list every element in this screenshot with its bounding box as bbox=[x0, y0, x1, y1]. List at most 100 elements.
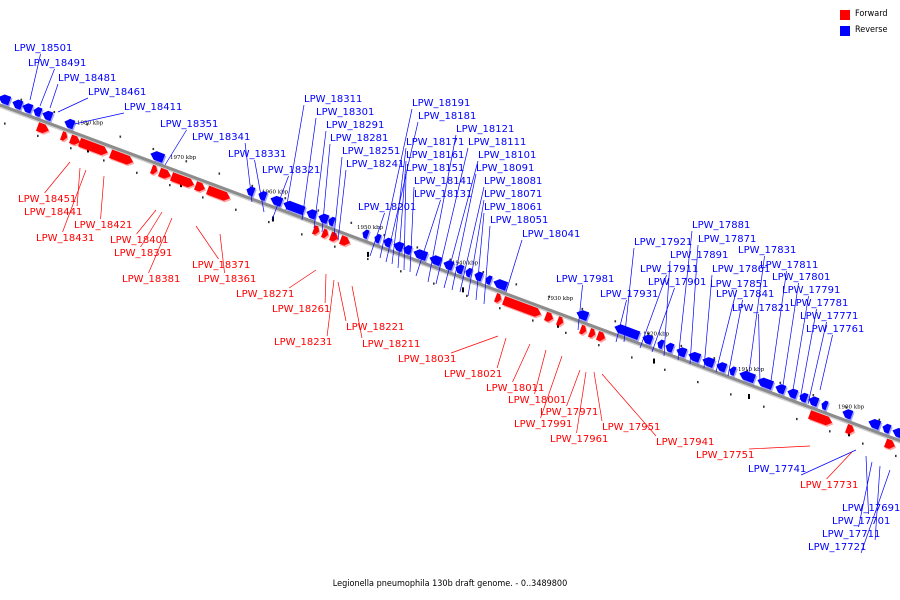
reverse-gene-arrow bbox=[642, 334, 654, 345]
forward-gene-label: LPW_18231 bbox=[274, 337, 332, 348]
reverse-gene-leader bbox=[639, 274, 667, 349]
forward-gene-leader bbox=[512, 343, 531, 383]
reverse-gene-label: LPW_17881 bbox=[692, 220, 750, 231]
reverse-gene-arrow bbox=[393, 241, 405, 252]
reverse-gene-leader bbox=[69, 112, 125, 126]
forward-gene-leader bbox=[534, 349, 547, 395]
reverse-gene-label: LPW_18071 bbox=[484, 189, 542, 200]
reverse-gene-leader bbox=[858, 461, 873, 528]
reverse-gene-label: LPW_17841 bbox=[716, 289, 774, 300]
scale-dot bbox=[202, 196, 204, 199]
reverse-gene-label: LPW_18461 bbox=[88, 87, 146, 98]
forward-gene-leader bbox=[100, 175, 105, 220]
forward-gene-arrow bbox=[193, 181, 205, 192]
scale-dot bbox=[235, 208, 237, 211]
forward-gene-leader bbox=[566, 369, 581, 407]
scale-dot bbox=[251, 184, 254, 188]
reverse-gene-label: LPW_17821 bbox=[732, 303, 790, 314]
reverse-gene-label: LPW_18141 bbox=[414, 176, 472, 187]
caption: Legionella pneumophila 130b draft genome… bbox=[332, 579, 568, 589]
reverse-gene-label: LPW_18501 bbox=[14, 43, 72, 54]
reverse-gene-leader bbox=[483, 225, 491, 305]
reverse-gene-leader bbox=[623, 247, 635, 343]
reverse-gene-arrow bbox=[657, 339, 665, 350]
scale-dot bbox=[515, 283, 518, 286]
reverse-gene-label: LPW_18411 bbox=[124, 102, 182, 113]
reverse-gene-label: LPW_18171 bbox=[406, 137, 464, 148]
tick-mark bbox=[653, 358, 655, 364]
scale-dot bbox=[383, 234, 386, 237]
reverse-gene-label: LPW_18341 bbox=[192, 132, 250, 143]
reverse-gene-leader bbox=[29, 53, 41, 101]
scale-dot bbox=[812, 394, 815, 397]
reverse-gene-label: LPW_18481 bbox=[58, 73, 116, 84]
forward-gene-label: LPW_18011 bbox=[486, 383, 544, 394]
forward-gene-leader bbox=[76, 167, 81, 207]
scale-dot bbox=[763, 405, 765, 408]
reverse-gene-label: LPW_17811 bbox=[760, 260, 818, 271]
reverse-gene-label: LPW_18101 bbox=[478, 150, 536, 161]
scale-dot bbox=[20, 98, 23, 101]
legend-label-reverse: Reverse bbox=[855, 25, 888, 35]
scale-dot bbox=[268, 220, 270, 224]
forward-gene-label: LPW_18371 bbox=[192, 260, 250, 271]
scale-dot bbox=[136, 171, 138, 174]
forward-gene-label: LPW_18421 bbox=[74, 220, 132, 231]
reverse-gene-label: LPW_17741 bbox=[748, 464, 806, 475]
tick-label: 1930 kbp bbox=[547, 296, 574, 302]
forward-gene-arrow bbox=[493, 293, 502, 303]
scale-dot bbox=[317, 209, 320, 212]
reverse-gene-leader bbox=[415, 199, 441, 277]
reverse-gene-leader bbox=[677, 230, 693, 361]
reverse-gene-leader bbox=[860, 469, 891, 554]
reverse-gene-label: LPW_17851 bbox=[710, 279, 768, 290]
reverse-gene-leader bbox=[577, 284, 583, 331]
reverse-gene-leader bbox=[475, 212, 485, 301]
reverse-gene-label: LPW_18091 bbox=[476, 163, 534, 174]
reverse-gene-leader bbox=[397, 160, 407, 269]
reverse-gene-label: LPW_17721 bbox=[808, 542, 866, 553]
scale-dot bbox=[697, 380, 699, 384]
reverse-gene-leader bbox=[727, 299, 743, 377]
forward-gene-arrow bbox=[68, 134, 80, 145]
reverse-gene-arrow bbox=[306, 209, 318, 220]
reverse-gene-arrow bbox=[42, 110, 54, 122]
reverse-gene-label: LPW_17801 bbox=[772, 272, 830, 283]
forward-gene-leader bbox=[195, 225, 219, 260]
reverse-gene-leader bbox=[385, 121, 419, 263]
forward-gene-label: LPW_17951 bbox=[602, 422, 660, 433]
scale-dot bbox=[499, 307, 501, 310]
reverse-gene-label: LPW_18241 bbox=[346, 159, 404, 170]
scale-dot bbox=[416, 246, 419, 249]
reverse-gene-leader bbox=[321, 143, 331, 233]
reverse-gene-leader bbox=[435, 147, 469, 285]
forward-gene-label: LPW_18211 bbox=[362, 339, 420, 350]
scale-dot bbox=[433, 282, 435, 285]
tick-mark bbox=[748, 394, 750, 400]
reverse-gene-leader bbox=[791, 295, 809, 397]
reverse-gene-arrow bbox=[403, 245, 413, 256]
forward-gene-arrow bbox=[108, 149, 134, 165]
reverse-gene-leader bbox=[663, 260, 671, 357]
scale-dot bbox=[878, 418, 881, 421]
scale-dot bbox=[548, 295, 551, 298]
forward-gene-leader bbox=[496, 337, 507, 369]
forward-gene-label: LPW_17731 bbox=[800, 480, 858, 491]
reverse-gene-label: LPW_17871 bbox=[698, 234, 756, 245]
forward-gene-leader bbox=[576, 371, 587, 434]
reverse-gene-arrow bbox=[318, 213, 330, 225]
forward-gene-label: LPW_17961 bbox=[550, 434, 608, 445]
reverse-gene-leader bbox=[874, 465, 881, 541]
forward-gene-leader bbox=[593, 371, 603, 422]
reverse-gene-arrow bbox=[374, 233, 382, 244]
reverse-gene-arrow bbox=[150, 151, 166, 163]
forward-gene-label: LPW_18391 bbox=[114, 248, 172, 259]
reverse-gene-arrow bbox=[413, 249, 429, 261]
scale-dot bbox=[400, 270, 402, 273]
forward-gene-arrow bbox=[844, 424, 855, 434]
scale-dot bbox=[152, 147, 155, 151]
reverse-gene-label: LPW_18131 bbox=[414, 189, 472, 200]
reverse-gene-label: LPW_17901 bbox=[648, 277, 706, 288]
forward-gene-leader bbox=[826, 451, 853, 480]
reverse-gene-label: LPW_18191 bbox=[412, 98, 470, 109]
